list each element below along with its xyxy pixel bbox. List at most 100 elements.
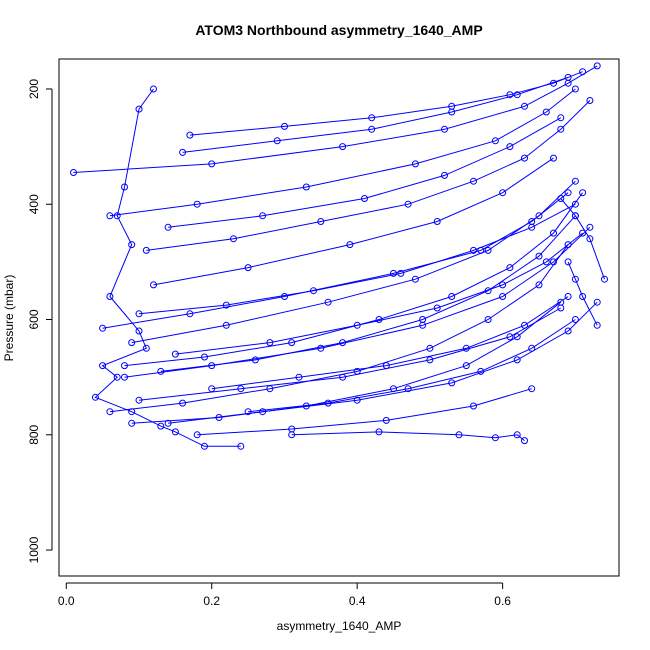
series-line-10: [153, 157, 554, 286]
data-point: [491, 137, 499, 145]
data-point: [99, 362, 107, 370]
series-line-5: [138, 307, 562, 401]
data-point: [564, 327, 572, 335]
data-point: [288, 339, 296, 347]
data-point: [579, 229, 587, 237]
data-point: [564, 73, 572, 81]
data-point: [171, 428, 179, 436]
data-point: [571, 212, 579, 220]
data-point: [404, 200, 412, 208]
data-point: [397, 269, 405, 277]
data-point: [164, 419, 172, 427]
data-point: [513, 333, 521, 341]
data-point: [222, 301, 230, 309]
series-line-15: [211, 296, 569, 390]
data-point: [193, 200, 201, 208]
data-point: [550, 154, 557, 162]
data-point: [128, 241, 136, 249]
data-point: [150, 85, 157, 93]
series-line-13: [138, 203, 576, 315]
data-point: [157, 422, 165, 430]
data-point: [470, 402, 477, 410]
data-point: [230, 235, 237, 243]
data-point: [491, 434, 499, 442]
data-point: [375, 316, 383, 323]
series-line-9: [131, 180, 576, 344]
data-point: [433, 218, 441, 225]
data-point: [70, 169, 77, 176]
data-point: [521, 321, 528, 329]
x-tick-label: 0.4: [349, 594, 366, 608]
data-point: [484, 246, 492, 254]
data-point: [521, 154, 528, 162]
data-point: [506, 264, 514, 272]
data-point: [535, 281, 543, 289]
data-point: [106, 408, 114, 416]
data-point: [353, 321, 361, 329]
data-point: [564, 241, 572, 249]
data-point: [506, 333, 514, 341]
data-point: [564, 258, 572, 266]
data-point: [121, 373, 128, 381]
data-point: [593, 298, 601, 306]
data-point: [186, 131, 194, 139]
data-point: [339, 143, 347, 151]
data-point: [586, 223, 594, 231]
data-point: [506, 143, 514, 151]
data-point: [208, 160, 216, 168]
data-point: [513, 431, 521, 439]
data-point: [150, 281, 157, 289]
data-point: [368, 114, 376, 122]
x-axis-label: asymmetry_1640_AMP: [277, 619, 402, 633]
data-point: [571, 85, 579, 93]
data-point: [528, 223, 536, 231]
data-point: [135, 327, 143, 335]
data-point: [390, 269, 397, 277]
data-point: [499, 189, 507, 197]
data-point: [470, 177, 477, 185]
data-point: [579, 68, 587, 76]
data-point: [411, 160, 419, 168]
data-point: [171, 350, 179, 358]
y-axis-label: Pressure (mbar): [2, 275, 16, 362]
data-point: [281, 122, 288, 130]
data-point: [222, 321, 230, 329]
data-point: [295, 373, 303, 381]
data-point: [215, 414, 223, 421]
data-point: [244, 264, 252, 272]
data-point: [266, 385, 274, 393]
data-point: [113, 212, 121, 220]
data-point: [404, 385, 412, 393]
data-point: [484, 316, 492, 323]
data-point: [535, 212, 543, 220]
data-point: [142, 344, 150, 352]
data-point: [237, 442, 245, 450]
data-point: [571, 177, 579, 185]
data-point: [259, 212, 267, 220]
data-point: [353, 367, 361, 375]
data-point: [521, 437, 528, 445]
data-point: [462, 344, 470, 352]
data-point: [528, 385, 536, 393]
data-point: [121, 362, 128, 370]
data-point: [513, 91, 521, 99]
data-point: [135, 105, 143, 113]
data-point: [586, 97, 594, 104]
data-point: [477, 367, 485, 375]
series-line-22: [131, 301, 562, 424]
series-line-18: [124, 192, 584, 367]
data-point: [273, 137, 281, 145]
x-tick-label: 0.0: [58, 594, 75, 608]
data-point: [106, 293, 114, 300]
data-point: [302, 183, 310, 191]
x-tick-label: 0.2: [203, 594, 220, 608]
data-point: [135, 310, 143, 318]
data-point: [528, 344, 536, 352]
y-tick-label: 600: [27, 309, 41, 329]
data-point: [426, 356, 434, 364]
data-point: [499, 281, 507, 289]
data-point: [586, 235, 594, 243]
y-tick-label: 800: [27, 424, 41, 444]
data-point: [324, 298, 332, 306]
